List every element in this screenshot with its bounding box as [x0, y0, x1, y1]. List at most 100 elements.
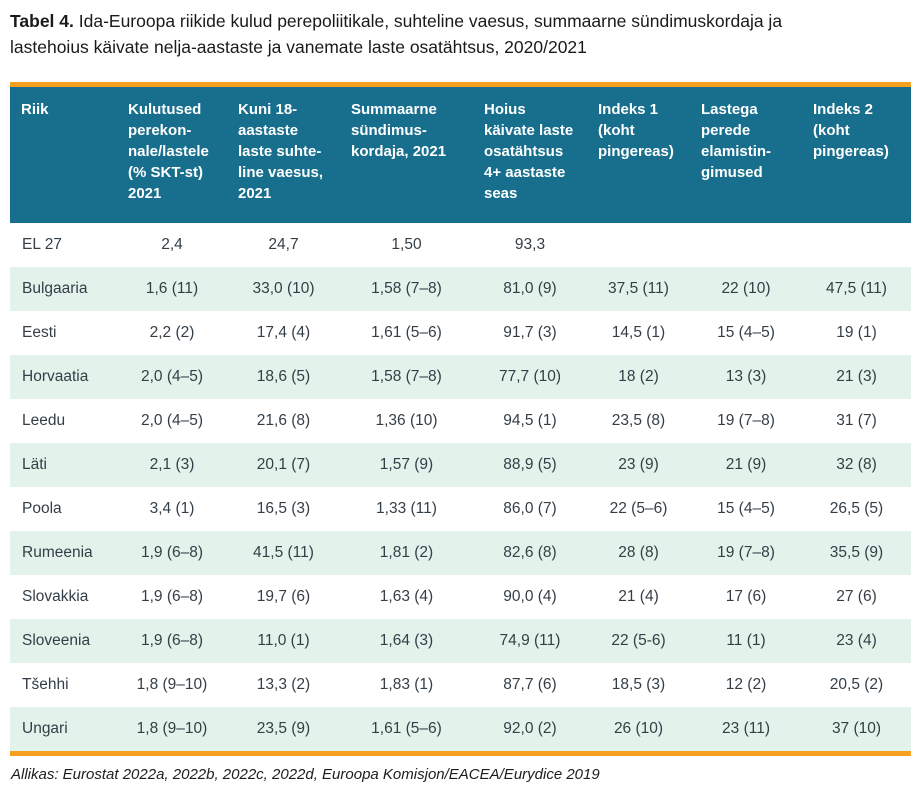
country-cell: Tšehhi	[22, 676, 69, 693]
value-cell: 18,5 (3)	[611, 676, 666, 693]
value-cell: 2,4	[161, 236, 183, 253]
value-cell: 24,7	[268, 236, 299, 253]
value-cell: 23 (4)	[836, 632, 877, 649]
value-cell: 23,5 (8)	[611, 412, 666, 429]
value-cell: 15 (4–5)	[717, 324, 775, 341]
header-row: Riik Kulutused perekon- nale/lastele (% …	[10, 87, 911, 223]
value-cell: 93,3	[514, 236, 546, 253]
column-header-vaesus: Kuni 18- aastaste laste suhte- line vaes…	[227, 87, 340, 223]
table-container: Riik Kulutused perekon- nale/lastele (% …	[10, 82, 911, 756]
value-cell: 32 (8)	[836, 456, 877, 473]
table-row: Poola 3,4 (1) 16,5 (3) 1,33 (11) 86,0 (7) 22 …	[10, 487, 911, 531]
value-cell: 37,5 (11)	[608, 280, 669, 297]
country-cell: Sloveenia	[22, 632, 91, 649]
value-cell	[690, 223, 802, 267]
column-header-riik: Riik	[10, 87, 117, 223]
table-title: Tabel 4. Ida-Euroopa riikide kulud perep…	[10, 8, 911, 60]
column-header-indeks-2: Indeks 2 (koht pingereas)	[802, 87, 911, 223]
value-cell: 33,0 (10)	[252, 280, 315, 297]
table-title-label: Tabel 4.	[10, 11, 74, 31]
value-cell: 2,2 (2)	[149, 324, 195, 341]
value-cell: 19 (7–8)	[717, 412, 775, 429]
value-cell	[802, 223, 911, 267]
value-cell: 1,57 (9)	[379, 456, 434, 473]
value-cell: 1,63 (4)	[379, 588, 434, 605]
value-cell: 1,58 (7–8)	[371, 368, 442, 385]
value-cell: 19,7 (6)	[256, 588, 311, 605]
value-cell: 94,5 (1)	[503, 412, 557, 429]
country-cell: Rumeenia	[22, 544, 93, 561]
value-cell: 86,0 (7)	[503, 500, 557, 517]
table-header: Riik Kulutused perekon- nale/lastele (% …	[10, 87, 911, 223]
value-cell: 23 (9)	[618, 456, 659, 473]
value-cell: 47,5 (11)	[826, 280, 887, 297]
table-row: Eesti 2,2 (2) 17,4 (4) 1,61 (5–6) 91,7 (3) 14…	[10, 311, 911, 355]
value-cell: 1,9 (6–8)	[140, 588, 204, 605]
value-cell: 22 (5-6)	[611, 632, 666, 649]
table-row: EL 27 2,4 24,7 1,50 93,3	[10, 223, 911, 267]
value-cell: 81,0 (9)	[503, 280, 557, 297]
value-cell: 1,61 (5–6)	[371, 324, 442, 341]
value-cell: 22 (10)	[721, 280, 771, 297]
country-cell: Poola	[22, 500, 62, 517]
country-cell: EL 27	[22, 236, 62, 253]
value-cell: 77,7 (10)	[498, 368, 562, 385]
value-cell: 16,5 (3)	[256, 500, 311, 517]
value-cell: 1,81 (2)	[379, 544, 434, 561]
table-row: Leedu 2,0 (4–5) 21,6 (8) 1,36 (10) 94,5 (1) 2…	[10, 399, 911, 443]
value-cell: 14,5 (1)	[611, 324, 666, 341]
table-body: EL 27 2,4 24,7 1,50 93,3 Bulgaaria 1,6 (11) 33,…	[10, 223, 911, 751]
value-cell	[587, 223, 690, 267]
value-cell: 90,0 (4)	[503, 588, 557, 605]
value-cell: 37 (10)	[831, 720, 882, 737]
value-cell: 88,9 (5)	[503, 456, 557, 473]
value-cell: 26,5 (5)	[829, 500, 884, 517]
value-cell: 13 (3)	[725, 368, 767, 385]
value-cell: 1,9 (6–8)	[140, 544, 204, 561]
value-cell: 26 (10)	[613, 720, 664, 737]
country-cell: Slovakkia	[22, 588, 89, 605]
value-cell: 1,61 (5–6)	[371, 720, 442, 737]
value-cell: 82,6 (8)	[503, 544, 557, 561]
table-row: Slovakkia 1,9 (6–8) 19,7 (6) 1,63 (4) 90,0 (…	[10, 575, 911, 619]
country-cell: Leedu	[22, 412, 66, 429]
value-cell: 18 (2)	[618, 368, 659, 385]
table-row: Sloveenia 1,9 (6–8) 11,0 (1) 1,64 (3) 74,9 (…	[10, 619, 911, 663]
value-cell: 13,3 (2)	[256, 676, 311, 693]
value-cell: 17,4 (4)	[256, 324, 311, 341]
value-cell: 92,0 (2)	[503, 720, 557, 737]
value-cell: 41,5 (11)	[253, 544, 314, 561]
value-cell: 31 (7)	[836, 412, 877, 429]
value-cell: 2,1 (3)	[149, 456, 195, 473]
value-cell: 87,7 (6)	[503, 676, 557, 693]
page: Tabel 4. Ida-Euroopa riikide kulud perep…	[10, 8, 911, 783]
table-row: Läti 2,1 (3) 20,1 (7) 1,57 (9) 88,9 (5) 23 (9…	[10, 443, 911, 487]
value-cell: 21,6 (8)	[256, 412, 311, 429]
value-cell: 12 (2)	[725, 676, 767, 693]
value-cell: 11 (1)	[726, 632, 766, 649]
table-row: Rumeenia 1,9 (6–8) 41,5 (11) 1,81 (2) 82,6 (…	[10, 531, 911, 575]
source-note: Allikas: Eurostat 2022a, 2022b, 2022c, 2…	[11, 766, 600, 783]
value-cell: 1,58 (7–8)	[371, 280, 442, 297]
country-cell: Läti	[22, 456, 47, 473]
value-cell: 2,0 (4–5)	[140, 412, 204, 429]
country-cell: Ungari	[22, 720, 68, 737]
value-cell: 15 (4–5)	[717, 500, 775, 517]
column-header-indeks-1: Indeks 1 (koht pingereas)	[587, 87, 690, 223]
column-header-kulutused: Kulutused perekon- nale/lastele (% SKT-s…	[117, 87, 227, 223]
data-table: Riik Kulutused perekon- nale/lastele (% …	[10, 87, 911, 751]
column-header-hoius: Hoius käivate laste osatähtsus 4+ aastas…	[473, 87, 587, 223]
table-row: Horvaatia 2,0 (4–5) 18,6 (5) 1,58 (7–8) 77,7…	[10, 355, 911, 399]
value-cell: 74,9 (11)	[499, 632, 561, 649]
value-cell: 17 (6)	[725, 588, 767, 605]
value-cell: 91,7 (3)	[503, 324, 557, 341]
table-row: Bulgaaria 1,6 (11) 33,0 (10) 1,58 (7–8) 81,0…	[10, 267, 911, 311]
column-header-elamistingimused: Lastega perede elamistin- gimused	[690, 87, 802, 223]
value-cell: 23,5 (9)	[256, 720, 311, 737]
value-cell: 23 (11)	[722, 720, 770, 737]
country-cell: Eesti	[22, 324, 57, 341]
value-cell: 19 (7–8)	[717, 544, 775, 561]
value-cell: 3,4 (1)	[149, 500, 195, 517]
value-cell: 18,6 (5)	[256, 368, 311, 385]
table-row: Tšehhi 1,8 (9–10) 13,3 (2) 1,83 (1) 87,7 (6)…	[10, 663, 911, 707]
